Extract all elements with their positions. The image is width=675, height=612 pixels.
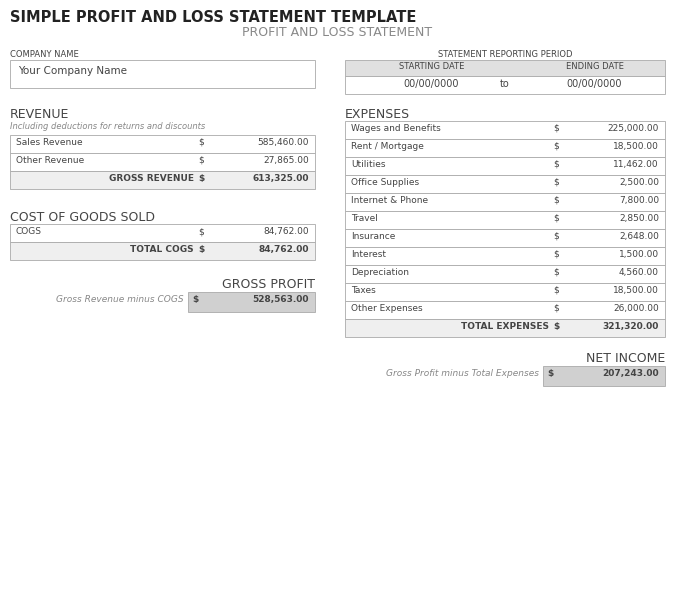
Text: Taxes: Taxes <box>351 286 376 295</box>
Bar <box>10 60 315 88</box>
Text: $: $ <box>553 250 559 259</box>
Bar <box>345 265 665 283</box>
Text: COGS: COGS <box>16 227 42 236</box>
Text: Rent / Mortgage: Rent / Mortgage <box>351 142 424 151</box>
Bar <box>188 292 315 312</box>
Bar <box>10 171 315 189</box>
Text: 4,560.00: 4,560.00 <box>619 268 659 277</box>
Text: PROFIT AND LOSS STATEMENT: PROFIT AND LOSS STATEMENT <box>242 26 432 39</box>
Bar <box>345 175 665 193</box>
Text: GROSS REVENUE: GROSS REVENUE <box>109 174 194 183</box>
Text: Internet & Phone: Internet & Phone <box>351 196 428 205</box>
Text: GROSS PROFIT: GROSS PROFIT <box>222 278 315 291</box>
Bar <box>543 366 665 386</box>
Text: Other Revenue: Other Revenue <box>16 156 84 165</box>
Bar <box>10 135 315 153</box>
Text: $: $ <box>553 178 559 187</box>
Bar <box>345 301 665 319</box>
Text: Gross Revenue minus COGS: Gross Revenue minus COGS <box>57 295 184 304</box>
Text: COST OF GOODS SOLD: COST OF GOODS SOLD <box>10 211 155 224</box>
Text: Gross Profit minus Total Expenses: Gross Profit minus Total Expenses <box>386 369 539 378</box>
Bar <box>345 247 665 265</box>
Text: 84,762.00: 84,762.00 <box>259 245 309 254</box>
Text: 585,460.00: 585,460.00 <box>257 138 309 147</box>
Text: Including deductions for returns and discounts: Including deductions for returns and dis… <box>10 122 205 131</box>
Text: Travel: Travel <box>351 214 378 223</box>
Text: 7,800.00: 7,800.00 <box>619 196 659 205</box>
Text: 26,000.00: 26,000.00 <box>614 304 659 313</box>
Text: COMPANY NAME: COMPANY NAME <box>10 50 79 59</box>
Text: $: $ <box>553 124 559 133</box>
Text: TOTAL EXPENSES: TOTAL EXPENSES <box>461 322 549 331</box>
Text: $: $ <box>198 227 204 236</box>
Bar <box>345 229 665 247</box>
Bar <box>345 76 665 94</box>
Text: 2,500.00: 2,500.00 <box>619 178 659 187</box>
Text: $: $ <box>553 322 560 331</box>
Text: $: $ <box>553 196 559 205</box>
Text: $: $ <box>553 232 559 241</box>
Text: $: $ <box>553 268 559 277</box>
Bar <box>10 153 315 171</box>
Text: STATEMENT REPORTING PERIOD: STATEMENT REPORTING PERIOD <box>438 50 572 59</box>
Text: Other Expenses: Other Expenses <box>351 304 423 313</box>
Text: $: $ <box>547 369 553 378</box>
Text: Interest: Interest <box>351 250 386 259</box>
Text: 00/00/0000: 00/00/0000 <box>404 79 459 89</box>
Text: STARTING DATE: STARTING DATE <box>399 62 464 71</box>
Text: 11,462.00: 11,462.00 <box>614 160 659 169</box>
Text: NET INCOME: NET INCOME <box>586 352 665 365</box>
Text: Your Company Name: Your Company Name <box>18 66 127 76</box>
Text: $: $ <box>198 156 204 165</box>
Text: Depreciation: Depreciation <box>351 268 409 277</box>
Text: 225,000.00: 225,000.00 <box>608 124 659 133</box>
Text: $: $ <box>198 138 204 147</box>
Bar <box>345 60 665 76</box>
Text: Sales Revenue: Sales Revenue <box>16 138 82 147</box>
Bar <box>10 224 315 242</box>
Text: $: $ <box>198 245 205 254</box>
Text: $: $ <box>553 304 559 313</box>
Bar <box>345 139 665 157</box>
Text: 2,648.00: 2,648.00 <box>619 232 659 241</box>
Text: EXPENSES: EXPENSES <box>345 108 410 121</box>
Bar <box>345 157 665 175</box>
Text: 321,320.00: 321,320.00 <box>603 322 659 331</box>
Bar <box>345 283 665 301</box>
Text: Wages and Benefits: Wages and Benefits <box>351 124 441 133</box>
Text: $: $ <box>198 174 205 183</box>
Text: ENDING DATE: ENDING DATE <box>566 62 624 71</box>
Text: $: $ <box>553 214 559 223</box>
Bar <box>345 193 665 211</box>
Bar <box>10 242 315 260</box>
Text: Insurance: Insurance <box>351 232 396 241</box>
Bar <box>345 121 665 139</box>
Text: 27,865.00: 27,865.00 <box>263 156 309 165</box>
Text: 207,243.00: 207,243.00 <box>602 369 659 378</box>
Text: SIMPLE PROFIT AND LOSS STATEMENT TEMPLATE: SIMPLE PROFIT AND LOSS STATEMENT TEMPLAT… <box>10 10 416 25</box>
Text: 18,500.00: 18,500.00 <box>613 142 659 151</box>
Bar <box>345 319 665 337</box>
Bar <box>345 211 665 229</box>
Text: 613,325.00: 613,325.00 <box>252 174 309 183</box>
Text: 528,563.00: 528,563.00 <box>252 295 309 304</box>
Text: $: $ <box>553 160 559 169</box>
Text: 2,850.00: 2,850.00 <box>619 214 659 223</box>
Text: Office Supplies: Office Supplies <box>351 178 419 187</box>
Text: 00/00/0000: 00/00/0000 <box>567 79 622 89</box>
Text: TOTAL COGS: TOTAL COGS <box>130 245 194 254</box>
Text: to: to <box>500 79 510 89</box>
Text: 1,500.00: 1,500.00 <box>619 250 659 259</box>
Text: $: $ <box>192 295 198 304</box>
Text: $: $ <box>553 286 559 295</box>
Text: Utilities: Utilities <box>351 160 385 169</box>
Text: $: $ <box>553 142 559 151</box>
Text: 84,762.00: 84,762.00 <box>263 227 309 236</box>
Text: 18,500.00: 18,500.00 <box>613 286 659 295</box>
Text: REVENUE: REVENUE <box>10 108 70 121</box>
